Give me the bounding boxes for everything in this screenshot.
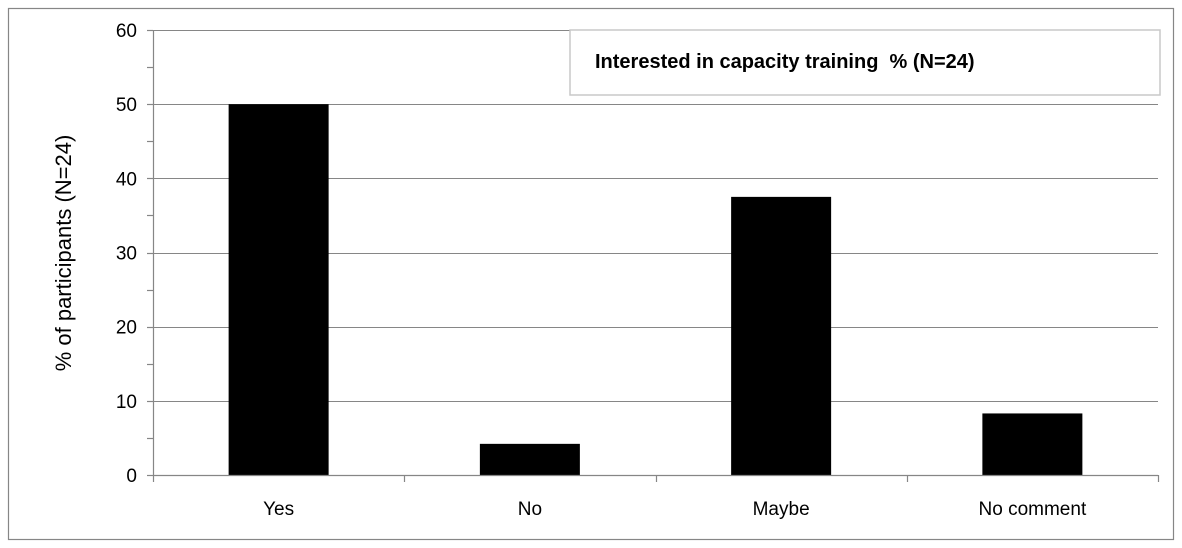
- chart-frame-border: [7, 7, 1175, 541]
- axes: [7, 7, 1175, 541]
- y-tick-label: 50: [116, 95, 137, 116]
- bar-yes: [228, 104, 329, 476]
- x-tick-label: No comment: [979, 499, 1087, 520]
- x-tick-labels: Yes No Maybe No comment: [263, 499, 1087, 520]
- x-tick-label: No: [518, 499, 542, 520]
- y-tick-label: 20: [116, 318, 137, 339]
- bar-no: [479, 443, 580, 475]
- y-tick-label: 30: [116, 244, 137, 265]
- y-tick-label: 60: [116, 21, 137, 42]
- y-tick-label: 0: [126, 466, 137, 487]
- x-tick-label: Maybe: [753, 499, 810, 520]
- y-axis-title: % of participants (N=24): [51, 135, 76, 372]
- legend: Interested in capacity training % (N=24): [569, 29, 1161, 96]
- legend-label: Interested in capacity training % (N=24): [595, 51, 975, 73]
- legend-box: [569, 29, 1161, 96]
- bar-no-comment: [982, 413, 1083, 475]
- y-tick-label: 10: [116, 392, 137, 413]
- bars: [228, 104, 1083, 476]
- y-tick-label: 40: [116, 169, 137, 190]
- x-tick-label: Yes: [263, 499, 294, 520]
- bar-maybe: [731, 196, 832, 475]
- y-tick-labels: 0 10 20 30 40 50 60: [116, 21, 137, 487]
